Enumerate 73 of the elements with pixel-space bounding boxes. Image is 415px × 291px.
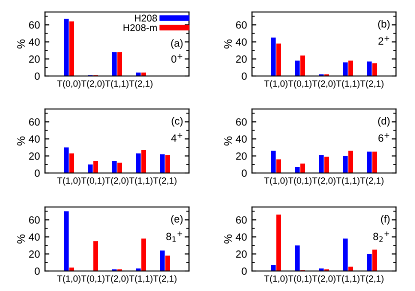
x-tick-label: T(1,1) (105, 80, 128, 89)
x-tick-label: T(2,0) (312, 275, 336, 284)
x-tick-label: T(1,0) (264, 80, 288, 89)
x-tick-label: T(0,1) (288, 177, 312, 186)
x-tick-label: T(2,1) (129, 80, 152, 89)
text: (a) (171, 39, 183, 49)
y-tick-label: 40 (28, 38, 40, 46)
x-tick-label: T(2,0) (105, 275, 128, 284)
y-tick-label: 60 (236, 21, 247, 29)
annotation: 8$_{1}$$^{+}$ (166, 231, 182, 242)
x-tick-label: T(2,1) (360, 177, 384, 186)
x-tick-label: T(1,1) (336, 275, 360, 284)
y-tick-label: 60 (29, 118, 40, 126)
x-tick-label: T(1,0) (57, 177, 80, 186)
x-tick-label: T(0,1) (81, 275, 104, 284)
x-tick-label: T(2,1) (153, 177, 176, 186)
y-tick-label: 0 (242, 268, 247, 275)
y-axis-title: % (17, 136, 25, 146)
y-tick-label: 0 (242, 170, 247, 177)
y-tick-label: 0 (242, 72, 247, 80)
y-tick-label: 40 (236, 233, 247, 241)
y-tick-label: 20 (29, 152, 40, 160)
x-tick-label: T(2,1) (153, 275, 176, 284)
annotation: (b) (378, 20, 390, 30)
legend-label: H208-m (124, 24, 157, 32)
y-axis-title: % (17, 234, 25, 244)
x-tick-label: T(1,1) (129, 275, 152, 284)
x-tick-label: T(1,0) (264, 275, 288, 284)
x-tick-label: T(2,0) (81, 80, 104, 89)
y-axis-title: % (224, 39, 232, 49)
legend-label: H208 (134, 14, 157, 22)
x-tick-label: T(1,0) (264, 177, 288, 186)
annotation: (d) (378, 116, 390, 127)
y-tick-label: 20 (236, 55, 247, 63)
x-tick-label: T(2,1) (360, 80, 384, 89)
annotation: 8$_{2}$$^{+}$ (373, 231, 390, 242)
y-tick-label: 60 (29, 21, 40, 29)
y-tick-label: 40 (28, 233, 40, 241)
annotation: (f) (381, 214, 390, 225)
y-tick-label: 0 (34, 268, 40, 275)
y-tick-label: 0 (34, 170, 40, 177)
x-tick-label: T(2,0) (312, 177, 336, 186)
y-tick-label: 40 (236, 38, 247, 46)
y-axis-title: % (224, 234, 232, 244)
annotation: (c) (172, 116, 183, 127)
y-tick-label: 40 (28, 135, 40, 143)
y-axis-title: % (224, 136, 232, 146)
y-tick-label: 60 (236, 118, 247, 126)
x-tick-label: T(1,1) (129, 177, 152, 186)
x-tick-label: T(1,1) (336, 177, 360, 186)
x-tick-label: T(2,1) (360, 275, 384, 284)
y-tick-label: 60 (236, 216, 247, 224)
x-tick-label: T(1,0) (57, 275, 80, 284)
annotation: (e) (171, 214, 183, 225)
x-tick-label: T(2,0) (105, 177, 128, 186)
x-tick-label: T(0,1) (288, 80, 312, 89)
y-tick-label: 20 (236, 250, 247, 258)
y-tick-label: 20 (29, 55, 40, 63)
y-tick-label: 60 (29, 216, 40, 224)
y-tick-label: 0 (34, 72, 40, 80)
y-axis-title: % (17, 39, 25, 49)
y-tick-label: 20 (29, 250, 40, 258)
x-tick-label: T(0,1) (288, 275, 312, 284)
annotation: 6$^{+}$ (378, 133, 390, 142)
annotation: 4$^{+}$ (171, 133, 182, 142)
y-tick-label: 20 (236, 152, 247, 160)
text: 0$^{+}$ (171, 54, 182, 63)
x-tick-label: T(1,1) (336, 80, 360, 89)
x-tick-label: T(2,0) (312, 80, 336, 89)
x-tick-label: T(0,0) (57, 80, 80, 89)
annotation: 2$^{+}$ (378, 36, 390, 45)
y-tick-label: 40 (236, 135, 247, 143)
x-tick-label: T(0,1) (81, 177, 104, 186)
